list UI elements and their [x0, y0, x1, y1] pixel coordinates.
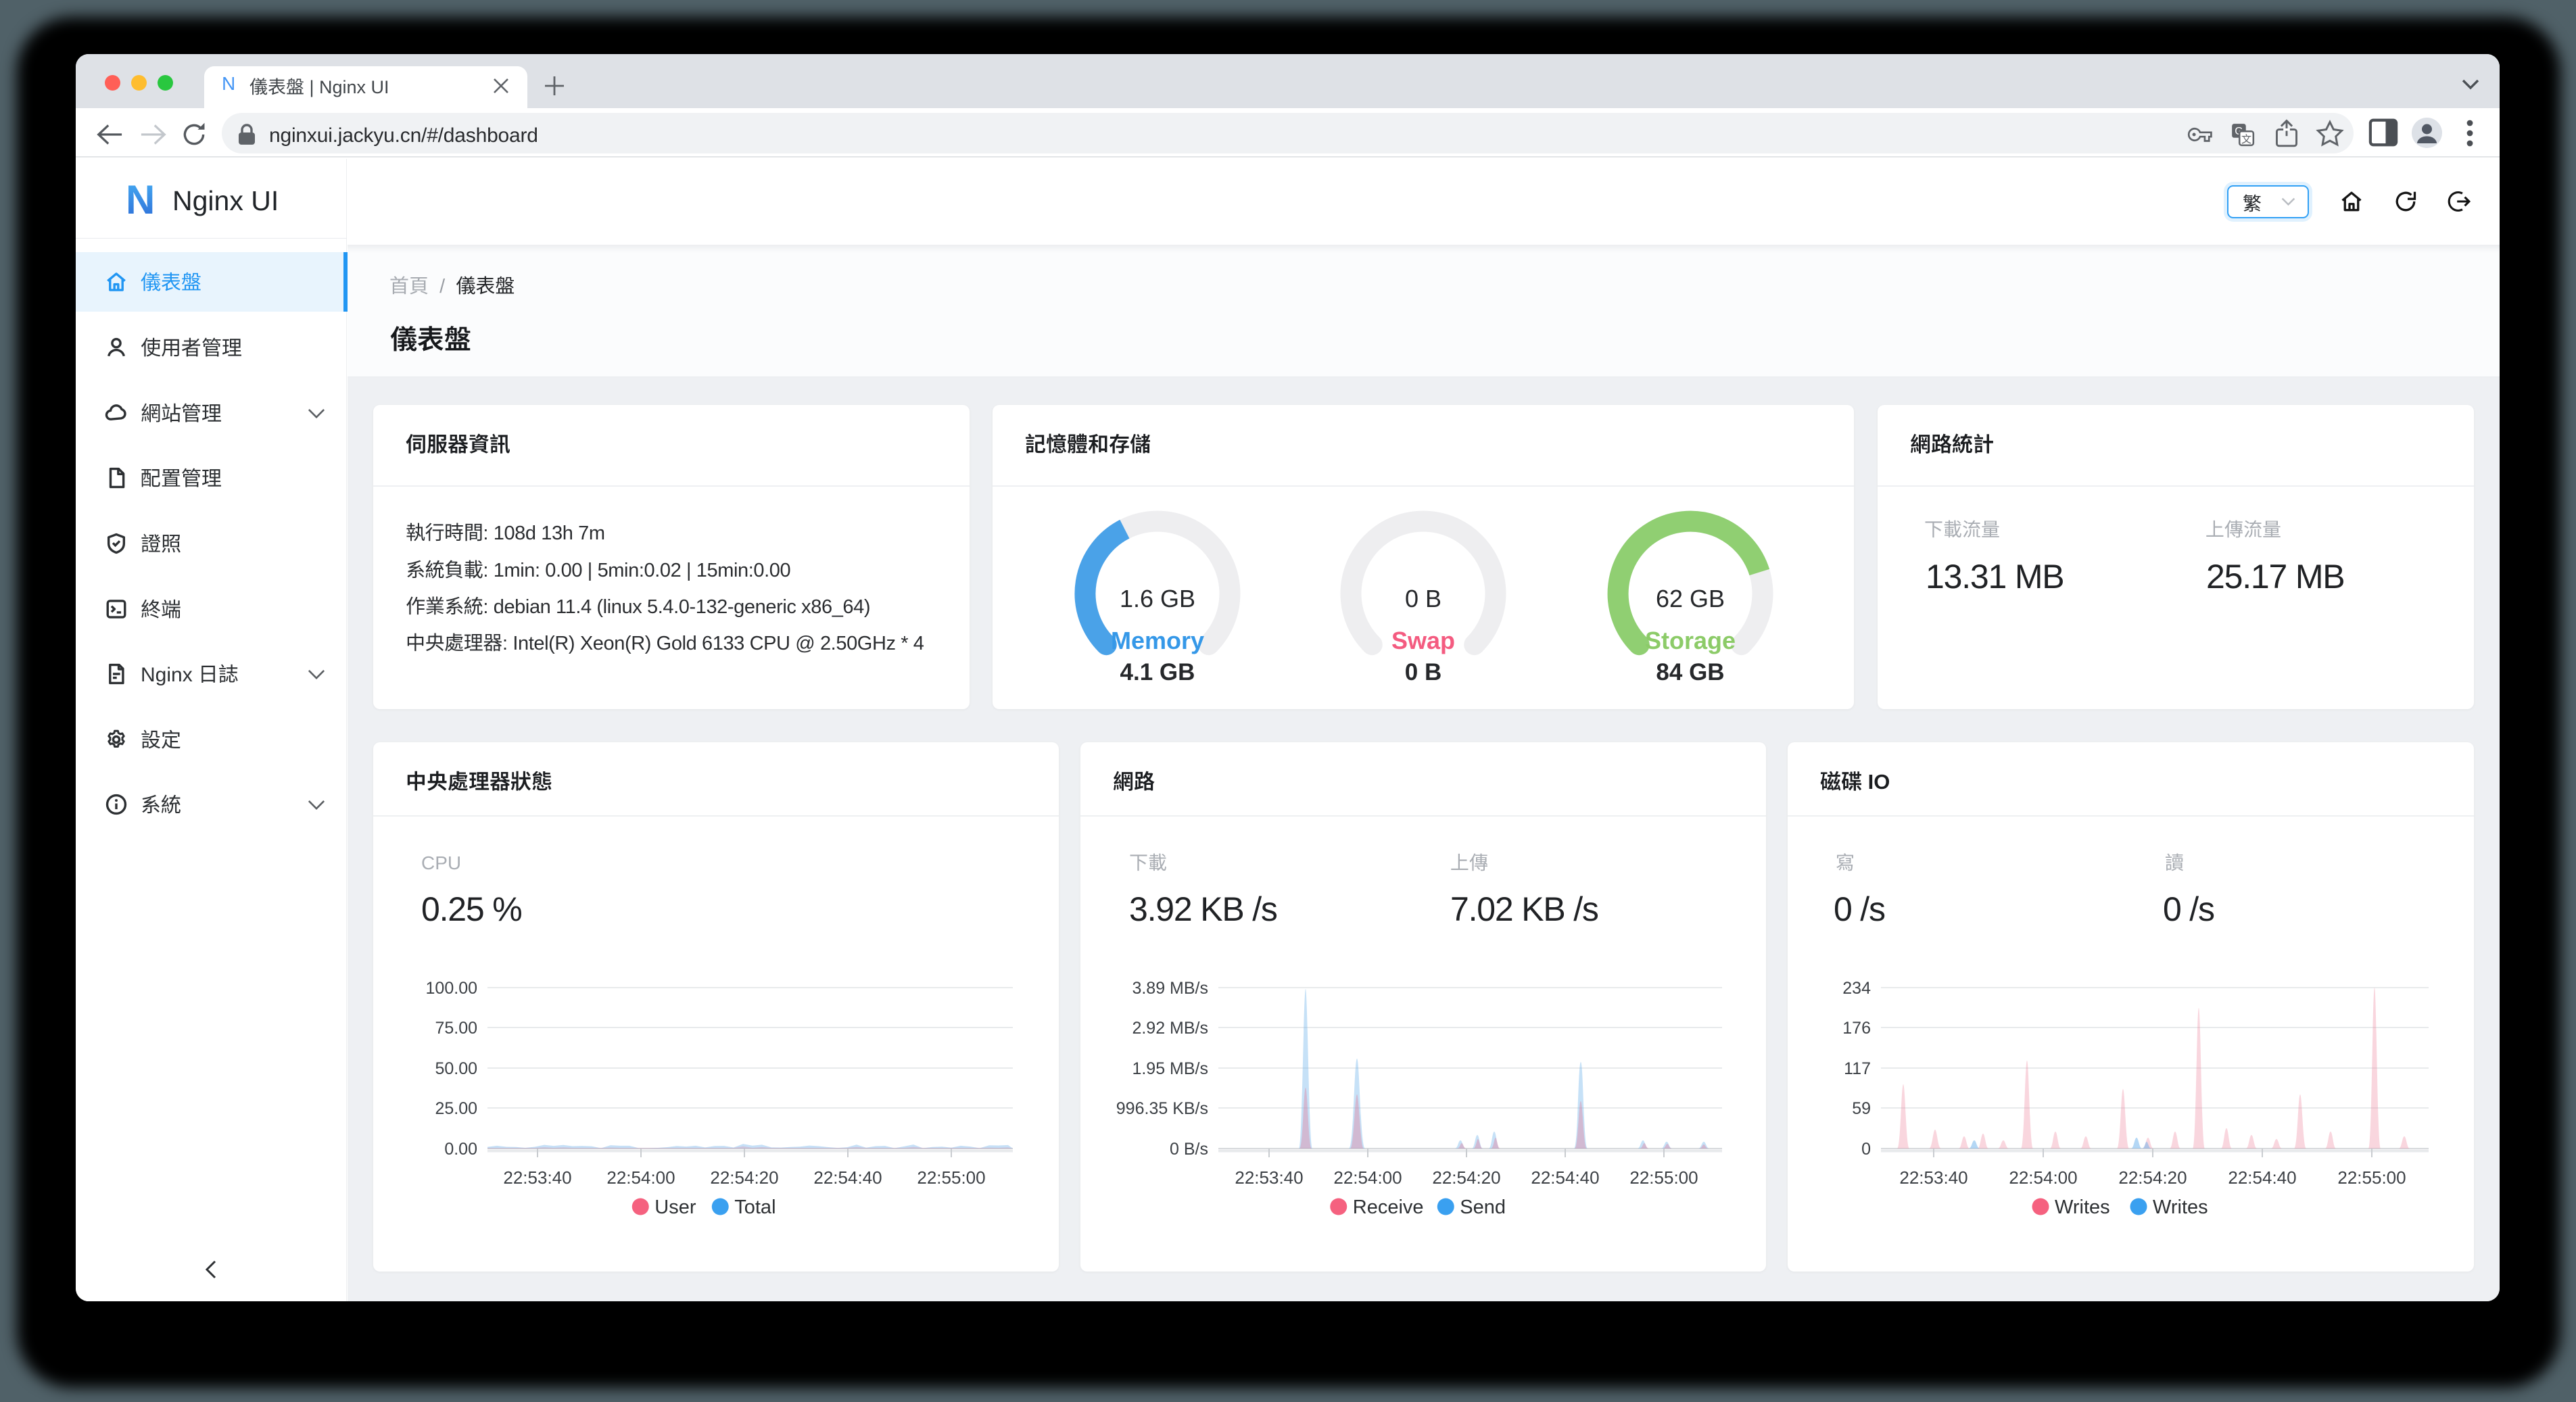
svg-text:22:54:40: 22:54:40	[813, 1167, 882, 1188]
svg-text:75.00: 75.00	[435, 1019, 477, 1038]
svg-text:Send: Send	[1460, 1196, 1506, 1218]
svg-text:0: 0	[1861, 1140, 1871, 1159]
svg-text:User: User	[654, 1196, 696, 1218]
svg-text:22:54:00: 22:54:00	[606, 1167, 675, 1188]
svg-text:0 B/s: 0 B/s	[1170, 1140, 1208, 1159]
svg-text:234: 234	[1842, 979, 1871, 998]
svg-text:50.00: 50.00	[435, 1059, 477, 1078]
svg-text:3.89 MB/s: 3.89 MB/s	[1132, 979, 1208, 998]
svg-text:117: 117	[1844, 1059, 1871, 1078]
svg-text:22:54:00: 22:54:00	[1333, 1167, 1402, 1188]
svg-text:1.95 MB/s: 1.95 MB/s	[1132, 1059, 1208, 1078]
svg-text:文: 文	[2241, 132, 2251, 146]
svg-text:22:53:40: 22:53:40	[1235, 1167, 1303, 1188]
svg-text:Writes: Writes	[2153, 1196, 2208, 1218]
svg-text:59: 59	[1852, 1099, 1871, 1118]
svg-text:25.00: 25.00	[435, 1099, 477, 1118]
svg-text:22:55:00: 22:55:00	[917, 1167, 985, 1188]
svg-text:22:54:20: 22:54:20	[1432, 1167, 1500, 1188]
svg-text:Writes: Writes	[2055, 1196, 2110, 1218]
svg-text:0.00: 0.00	[444, 1140, 477, 1159]
svg-text:22:54:20: 22:54:20	[2118, 1167, 2187, 1188]
svg-text:22:55:00: 22:55:00	[2337, 1167, 2406, 1188]
svg-text:22:53:40: 22:53:40	[503, 1167, 571, 1188]
svg-text:22:54:20: 22:54:20	[710, 1167, 778, 1188]
svg-text:22:54:40: 22:54:40	[2228, 1167, 2296, 1188]
svg-text:22:53:40: 22:53:40	[1899, 1167, 1967, 1188]
svg-text:100.00: 100.00	[426, 979, 477, 998]
svg-text:2.92 MB/s: 2.92 MB/s	[1132, 1019, 1208, 1038]
svg-text:Total: Total	[734, 1196, 776, 1218]
svg-text:176: 176	[1842, 1019, 1871, 1038]
svg-text:Receive: Receive	[1353, 1196, 1424, 1218]
svg-text:22:54:40: 22:54:40	[1531, 1167, 1599, 1188]
svg-text:22:54:00: 22:54:00	[2009, 1167, 2077, 1188]
svg-text:22:55:00: 22:55:00	[1629, 1167, 1698, 1188]
svg-text:996.35 KB/s: 996.35 KB/s	[1116, 1099, 1208, 1118]
